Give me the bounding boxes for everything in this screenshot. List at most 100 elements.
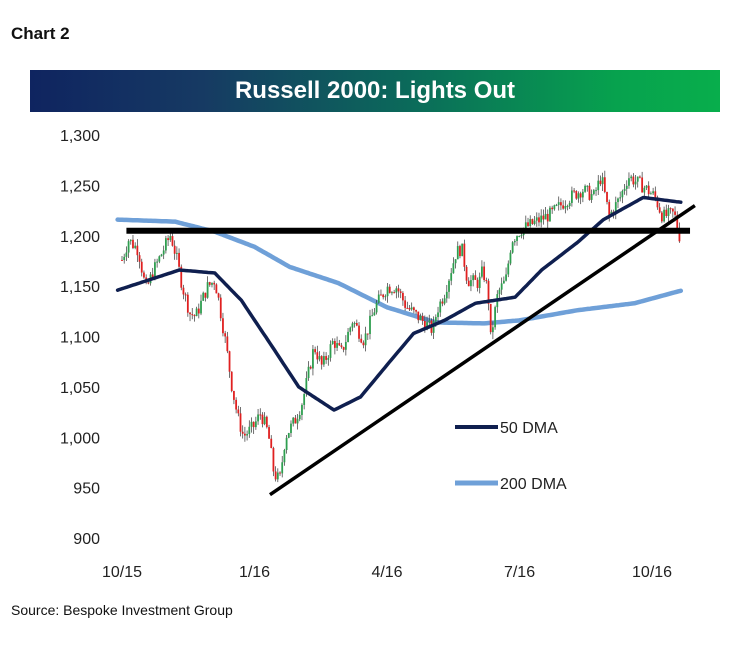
candle-down: [184, 294, 187, 296]
candle-up: [650, 193, 652, 195]
candle-down: [358, 325, 360, 339]
candle-down: [483, 266, 486, 281]
candle-down: [173, 245, 176, 254]
candle-down: [382, 294, 385, 298]
candle-up: [195, 308, 198, 317]
candle-down: [189, 312, 191, 315]
candle-down: [230, 371, 233, 391]
candle-up: [628, 178, 630, 186]
candle-down: [423, 321, 426, 330]
candle-up: [369, 315, 371, 335]
candle-down: [656, 197, 659, 208]
candle-down: [463, 243, 466, 267]
candle-down: [252, 421, 255, 428]
candle-up: [200, 300, 202, 314]
candle-down: [333, 341, 336, 348]
candle-up: [614, 202, 617, 214]
y-tick-label: 1,150: [60, 279, 100, 296]
candle-down: [138, 255, 141, 262]
x-axis: 10/15 1/16 4/16 7/16 10/16: [102, 564, 672, 581]
candle-down: [132, 239, 134, 249]
candle-up: [555, 204, 558, 206]
candle-down: [632, 176, 635, 185]
candle-down: [579, 193, 582, 198]
candle-up: [491, 327, 494, 333]
candle-down: [599, 180, 602, 185]
candle-down: [294, 417, 297, 424]
candle-up: [520, 235, 523, 237]
y-tick-label: 900: [73, 531, 100, 548]
candle-down: [665, 209, 668, 216]
legend-label-50dma: 50 DMA: [500, 420, 558, 437]
candle-up: [305, 378, 308, 394]
candle-up: [601, 177, 604, 185]
candle-down: [402, 292, 404, 301]
candle-up: [544, 213, 547, 220]
candle-down: [228, 351, 231, 372]
candle-down: [474, 275, 477, 280]
candle-down: [562, 205, 565, 209]
candle-down: [362, 342, 365, 346]
candle-up: [452, 263, 455, 274]
support-trendline: [268, 204, 696, 497]
candle-up: [456, 246, 459, 260]
candle-down: [366, 333, 369, 335]
candles-layer: [121, 170, 681, 483]
candle-up: [553, 205, 556, 210]
candle-up: [371, 315, 374, 317]
candle-up: [323, 356, 325, 365]
candle-up: [123, 256, 126, 261]
candle-down: [167, 238, 169, 241]
candle-down: [178, 252, 180, 267]
candle-up: [581, 191, 584, 198]
candle-up: [281, 462, 284, 474]
candle-up: [592, 190, 595, 195]
candle-up: [154, 262, 156, 279]
candle-up: [246, 434, 248, 436]
candle-down: [608, 201, 611, 216]
candle-up: [391, 292, 393, 294]
candle-down: [560, 202, 562, 206]
candle-up: [478, 276, 481, 288]
candle-up: [248, 426, 251, 435]
candle-up: [162, 250, 165, 255]
candle-up: [298, 414, 301, 420]
candle-up: [494, 307, 496, 328]
candle-up: [472, 275, 475, 281]
candle-up: [353, 323, 356, 325]
candle-down: [309, 366, 312, 369]
candle-up: [445, 291, 448, 299]
candle-down: [197, 308, 200, 314]
candle-down: [213, 282, 216, 285]
candle-down: [551, 207, 554, 210]
candle-up: [285, 437, 288, 451]
candle-down: [588, 185, 591, 200]
candle-up: [481, 266, 483, 277]
candle-down: [467, 280, 470, 287]
candle-up: [518, 236, 521, 238]
candle-down: [639, 176, 641, 178]
candle-down: [265, 416, 268, 428]
candle-down: [270, 438, 273, 449]
candle-down: [388, 286, 391, 293]
candle-up: [564, 206, 567, 209]
candle-up: [287, 433, 290, 438]
candle-down: [465, 266, 468, 281]
candle-up: [125, 252, 128, 257]
candle-up: [652, 191, 655, 194]
candle-up: [336, 343, 338, 348]
candle-up: [617, 198, 619, 203]
candle-down: [244, 433, 246, 436]
candle-down: [340, 345, 343, 348]
candle-down: [316, 352, 319, 360]
candle-up: [513, 240, 516, 243]
candle-up: [524, 222, 527, 229]
candle-up: [597, 180, 600, 191]
candle-down: [404, 300, 407, 308]
candle-down: [573, 190, 575, 192]
candle-down: [143, 272, 145, 278]
candle-down: [408, 307, 411, 310]
candle-up: [498, 289, 501, 295]
candle-down: [674, 211, 676, 215]
candle-down: [647, 185, 650, 195]
